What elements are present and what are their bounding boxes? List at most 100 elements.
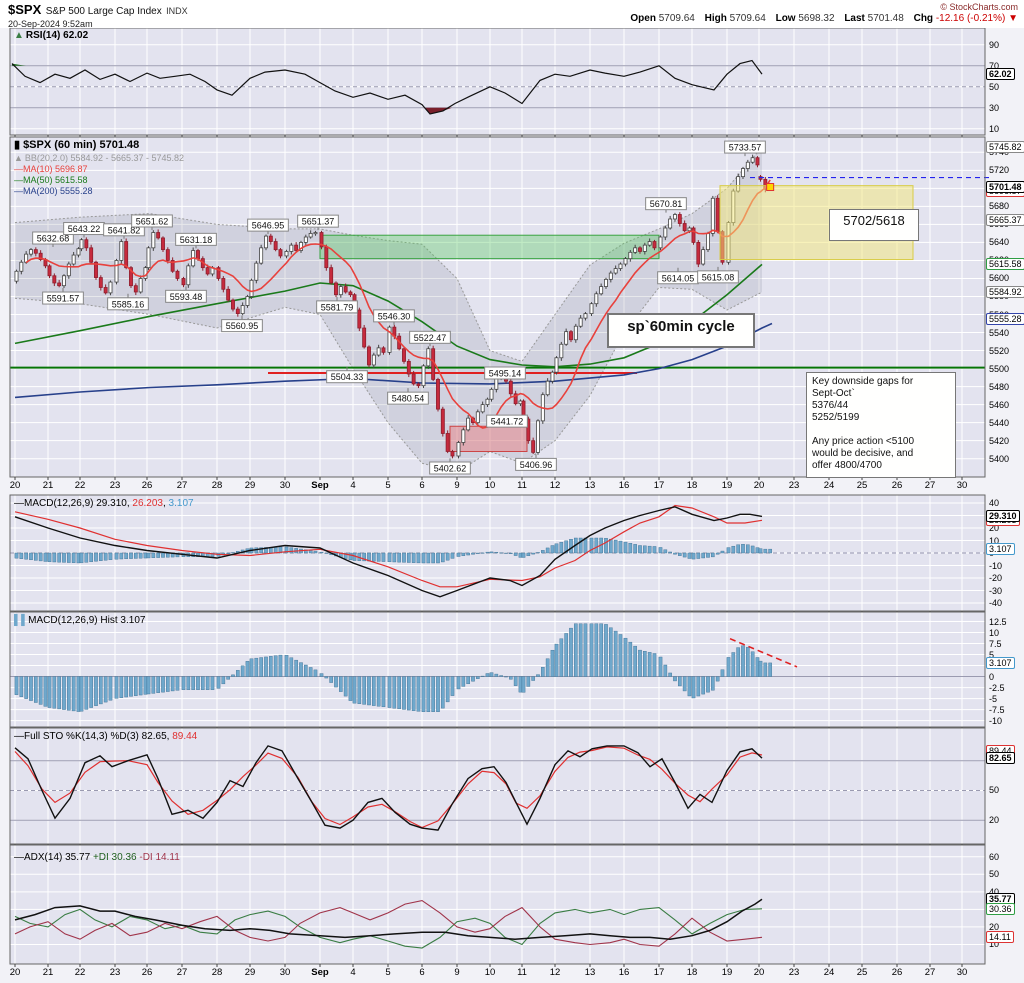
candle-body [245, 296, 250, 306]
macd-histogram-bar [741, 544, 745, 554]
macd-histogram-bar [151, 552, 156, 558]
macd-histogram-bar [638, 545, 642, 554]
y-axis-tick-label: 5540 [989, 327, 1010, 338]
x-axis-label: 17 [653, 967, 665, 978]
axis-price-tag: 5555.28 [986, 312, 1024, 325]
macd-histogram-bar [768, 548, 772, 554]
candle-body [161, 237, 165, 251]
price-legend-title-segment: $SPX (60 min) 5701.48 [23, 139, 140, 151]
price-annotation-text: 5615.08 [702, 272, 735, 282]
candle-body [494, 378, 499, 390]
rsi-line [11, 59, 763, 115]
price-annotation-box [373, 309, 415, 323]
x-axis-label: 24 [823, 967, 835, 978]
y-axis-tick-label: 60 [989, 851, 1000, 862]
hist-bar [687, 676, 692, 697]
hist-bar [43, 676, 48, 707]
y-axis-tick-label: 5520 [989, 345, 1010, 356]
hist-bar [34, 676, 38, 703]
macd-histogram-bar [387, 552, 392, 563]
hist-bar [485, 673, 490, 677]
macd-histogram-bar [569, 539, 573, 554]
macd-histogram-bar [129, 552, 133, 559]
macd-histogram-bar [583, 537, 588, 554]
price-annotation-box [165, 289, 207, 303]
panel-border [9, 136, 986, 478]
candle-body [273, 241, 278, 251]
price-annotation-box [697, 270, 739, 284]
hist-bar [134, 676, 138, 696]
x-axis-label: 6 [419, 480, 425, 491]
candle-body [170, 260, 175, 272]
x-axis-label: 26 [891, 480, 903, 491]
hist-bar [411, 676, 416, 711]
hist-bar [57, 676, 61, 710]
macd-histogram-bar [14, 552, 19, 559]
hist-bar [706, 676, 710, 693]
candle-body [421, 365, 426, 387]
macd-histogram-bar [376, 552, 381, 562]
price-annotation-text: 5581.79 [321, 302, 354, 312]
hist-bar [678, 676, 682, 687]
macd-histogram-bar [38, 552, 43, 562]
candle-body [294, 244, 299, 251]
candle-body [268, 235, 273, 242]
macd-histogram-bar [89, 552, 93, 563]
hist-legend: ▌▌MACD(12,26,9) Hist 3.107 [14, 615, 145, 626]
hist-bar [431, 676, 435, 712]
x-axis-label: 30 [956, 967, 968, 978]
sto-legend: —Full STO %K(14,3) %D(3) 82.65, 89.44 [14, 731, 197, 742]
candle-body [14, 270, 19, 282]
candle-body [357, 309, 362, 329]
hist-bar [758, 660, 763, 677]
candle-body [696, 242, 701, 265]
macd-histogram-bar [348, 552, 353, 561]
x-axis-label: 10 [484, 480, 496, 491]
candle-body [381, 347, 386, 353]
y-axis-tick-label: 40 [989, 498, 1000, 508]
note-line: Sept-Oct` [812, 388, 855, 399]
candle-body [701, 249, 706, 265]
candle-body [319, 232, 324, 248]
candle-body [299, 242, 303, 251]
x-axis-label: 10 [484, 967, 496, 978]
sto-d-line [14, 746, 763, 829]
hist-bar [67, 676, 71, 711]
y-axis-tick-label: -5 [989, 693, 998, 704]
price-annotation-text: 5441.72 [491, 417, 524, 427]
candle-body [284, 251, 289, 257]
x-axis-label: 21 [42, 480, 54, 491]
macd-histogram-bar [43, 552, 48, 562]
macd-histogram-bar [392, 552, 397, 563]
candle-body [750, 157, 755, 163]
x-axis-label: 23 [109, 480, 121, 491]
macd-histogram-bar [34, 552, 38, 561]
panel-border [9, 611, 986, 728]
open-label: Open [630, 13, 656, 24]
macd-legend-segment: , [162, 498, 169, 509]
candle-body [196, 250, 200, 260]
macd-histogram-bar [62, 552, 66, 563]
minus-di-line [14, 900, 763, 947]
macd-histogram-bar [513, 552, 518, 556]
hist-bar [416, 676, 421, 712]
x-axis-label: 29 [244, 480, 256, 491]
hist-bar [499, 675, 503, 677]
hist-bar [673, 676, 677, 682]
hist-bar [362, 676, 366, 705]
candle-body [186, 265, 191, 286]
hist-bar [658, 656, 663, 677]
price-annotation-text: 5504.33 [331, 372, 364, 382]
hist-bar [156, 676, 160, 693]
chg-dropdown-arrow[interactable]: ▼ [1008, 13, 1018, 24]
x-axis-label: 26 [891, 967, 903, 978]
symbol-name: S&P 500 Large Cap Index [45, 6, 162, 17]
y-axis-tick-label: 20 [989, 815, 1000, 826]
hist-bar [559, 638, 564, 677]
hist-bar [647, 652, 652, 677]
candle-body [663, 227, 668, 238]
candle-body [387, 326, 392, 353]
y-axis-tick-label: 30 [989, 102, 1000, 113]
hist-bar [269, 656, 273, 677]
macd-histogram-bar [421, 552, 426, 564]
